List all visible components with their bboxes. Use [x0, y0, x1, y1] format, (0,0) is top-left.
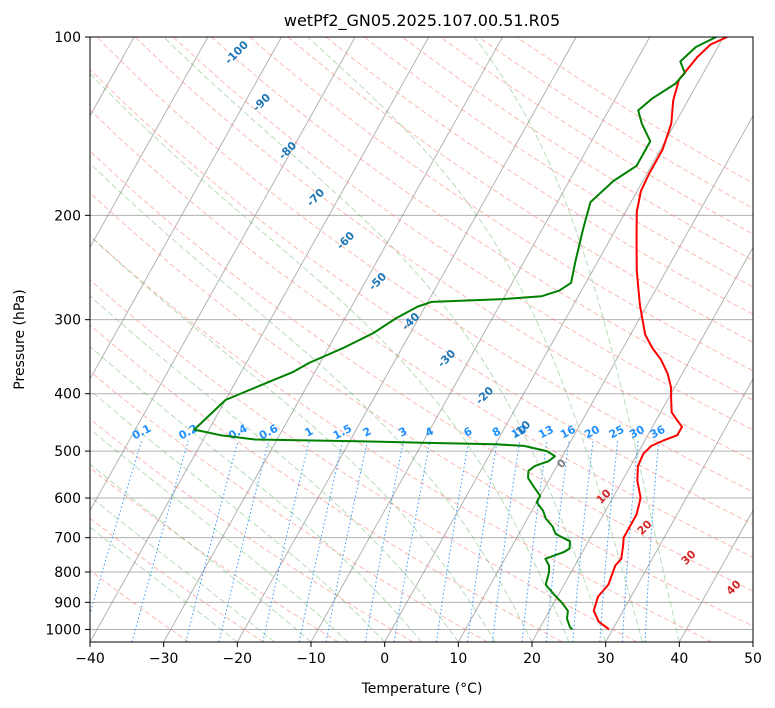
moist-adiabat-line [473, 37, 680, 642]
x-tick-label: −10 [296, 651, 326, 667]
mixing-ratio-line [435, 440, 470, 642]
moist-adiabat-line [90, 495, 275, 642]
dry-adiabat-line [90, 279, 638, 642]
mixing-ratio-line [131, 440, 189, 642]
isotherm-line [90, 37, 356, 512]
y-tick-label: 800 [54, 565, 81, 581]
dry-adiabat-line [90, 192, 753, 627]
mixing-ratio-line [572, 440, 594, 642]
mixing-ratio-line [90, 440, 143, 616]
isotherm-line [90, 37, 282, 380]
plot-frame [89, 36, 754, 643]
dry-adiabat-line [325, 37, 753, 315]
mixing-ratio-line [545, 440, 570, 642]
isotherm-line [90, 37, 430, 642]
moist-adiabat-line [90, 295, 459, 642]
y-tick-label: 700 [54, 531, 81, 547]
chart-title: wetPf2_GN05.2025.107.00.51.R05 [284, 11, 560, 31]
isotherm-line [457, 114, 753, 642]
moist-adiabat-line [163, 37, 607, 642]
x-axis-label: Temperature (°C) [361, 681, 483, 697]
y-tick-label: 600 [54, 491, 81, 507]
x-tick-label: 30 [597, 651, 615, 667]
mixing-ratio-label: 20 [582, 423, 602, 442]
y-axis: 1000 900 800 700 600 500 400 300 200 100 [45, 30, 90, 638]
y-tick-label: 500 [54, 444, 81, 460]
moist-adiabat-line [90, 162, 533, 642]
mixing-ratio-line [621, 440, 639, 642]
mixing-ratio-label: 36 [648, 423, 668, 442]
x-tick-label: 40 [670, 651, 688, 667]
mixing-ratio-label: 16 [558, 423, 578, 442]
isotherm-line [678, 509, 753, 642]
isotherm-line [90, 37, 209, 249]
moist-adiabat-line [90, 345, 422, 642]
dry-adiabat-line [90, 569, 190, 642]
moist-adiabat-line [90, 72, 570, 642]
x-tick-label: 10 [449, 651, 467, 667]
isotherm-line [531, 246, 753, 642]
isotherm-line [310, 37, 651, 642]
isotherm-line [163, 37, 503, 642]
mixing-ratio-line [393, 440, 431, 642]
dry-adiabat-line [90, 517, 264, 642]
x-tick-label: 20 [523, 651, 541, 667]
mixing-ratio-line [298, 440, 344, 642]
moist-adiabat-line [307, 37, 643, 642]
dry-adiabat-line [90, 108, 753, 558]
moist-adiabat-line [90, 428, 349, 642]
moist-adiabat-line [90, 463, 312, 642]
isotherm-line [605, 377, 753, 642]
y-tick-label: 400 [54, 387, 81, 403]
mixing-ratio-line [467, 440, 498, 642]
temperature-profile-line [592, 37, 728, 631]
y-tick-label: 300 [54, 313, 81, 329]
mixing-ratio-line [262, 440, 310, 642]
moist-adiabat-line [90, 235, 496, 642]
dry-adiabat-line [90, 418, 414, 642]
y-tick-label: 200 [54, 208, 81, 224]
dry-adiabat-line [363, 37, 753, 288]
mixing-ratio-label: 13 [536, 423, 556, 442]
x-tick-label: 50 [744, 651, 762, 667]
dry-adiabat-line [90, 68, 753, 525]
dry-adiabat-line [90, 370, 488, 642]
mixing-ratio-line [521, 440, 548, 642]
background-lines [90, 37, 753, 642]
mixing-ratio-line [325, 440, 369, 642]
y-tick-label: 1000 [45, 622, 81, 638]
mixing-ratio-line [644, 440, 660, 642]
y-tick-label: 100 [54, 30, 81, 46]
mixing-ratio-line [599, 440, 619, 642]
dewpoint-profile-line [193, 37, 717, 631]
dry-adiabat-line [90, 467, 339, 642]
x-tick-label: 0 [380, 651, 389, 667]
mixing-ratio-label: 30 [627, 423, 647, 442]
y-axis-label: Pressure (hPa) [12, 289, 28, 389]
moist-adiabat-line [90, 389, 386, 642]
mixing-ratio-line [491, 440, 521, 642]
mixing-ratio-line [185, 440, 239, 642]
x-tick-label: −30 [149, 651, 179, 667]
x-tick-label: −20 [223, 651, 253, 667]
x-axis: −40 −30 −20 −10 0 10 20 30 40 50 [75, 642, 762, 667]
dry-adiabat-line [211, 37, 753, 401]
mixing-ratio-label: 25 [607, 423, 627, 442]
plot-area [90, 37, 753, 642]
isotherm-line [236, 37, 577, 642]
dry-adiabat-line [172, 37, 753, 431]
profile-lines [193, 37, 728, 631]
mixing-ratio-label: 10 [509, 423, 529, 442]
mixing-ratio-line [218, 440, 270, 642]
dry-adiabat-line [90, 235, 712, 642]
y-tick-label: 900 [54, 595, 81, 611]
x-tick-label: −40 [75, 651, 105, 667]
mixing-ratio-line [364, 440, 405, 642]
